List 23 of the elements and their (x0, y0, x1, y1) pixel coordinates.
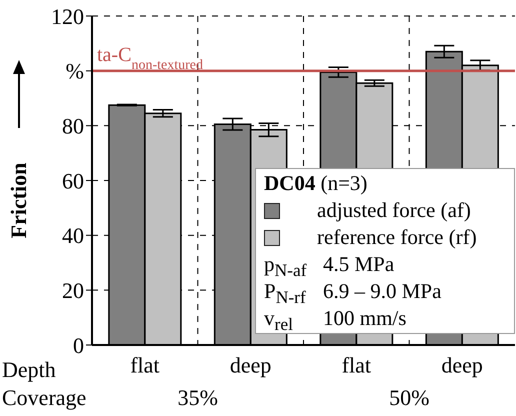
legend-label: adjusted force (af) (317, 197, 471, 224)
y-tick-label: 40 (62, 223, 84, 248)
x-tick-label: flat (342, 352, 372, 378)
text: v$_{rel}$ 100 mm/s (264, 306, 406, 334)
y-axis-title: Friction (6, 162, 31, 238)
x-tick-label: deep (230, 352, 272, 378)
y-tick-label: 120 (51, 4, 84, 29)
legend-label: reference force (rf) (317, 224, 477, 251)
ref-line-label: ta-C$_{non-textured}$ (97, 44, 203, 72)
x-tick-label: flat (130, 352, 160, 378)
annotation: P$_{N-rf}$ 6.9 – 9.0 MPa (264, 278, 442, 308)
text: Depth (2, 357, 56, 383)
annotation: p$_{N-af}$ 4.5 MPa (264, 251, 394, 280)
legend-title: DC04 (n=3) (264, 170, 368, 197)
y-tick-label: 60 (62, 168, 84, 194)
text: 35% (176, 385, 219, 411)
y-tick-label: 0 (73, 332, 84, 358)
text: Coverage (2, 385, 86, 411)
text: 50% (388, 385, 430, 411)
y-tick-label: 20 (62, 278, 84, 303)
y-tick-label: 80 (62, 113, 84, 138)
x-tick-label: deep (441, 352, 483, 378)
y-tick-label: % (66, 58, 84, 84)
